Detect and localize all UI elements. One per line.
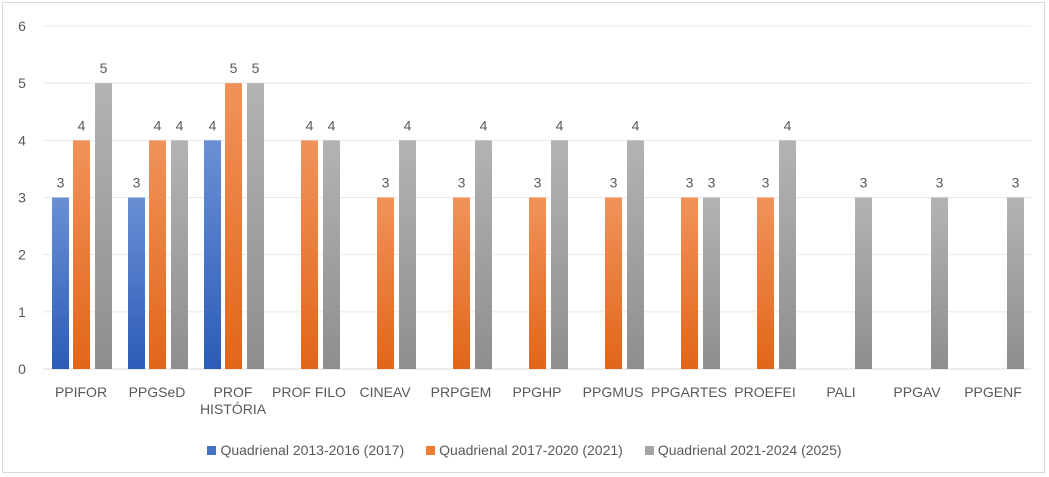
data-label: 3 — [610, 175, 618, 191]
bar — [855, 197, 872, 369]
data-label: 4 — [306, 117, 314, 133]
bar — [95, 83, 112, 370]
data-label: 3 — [762, 175, 770, 191]
legend-label: Quadrienal 2013-2016 (2017) — [220, 442, 405, 458]
y-tick-label: 0 — [18, 361, 26, 377]
data-label: 4 — [480, 117, 488, 133]
x-tick-label: PPGMUS — [583, 384, 644, 400]
bar — [551, 140, 568, 369]
legend-swatch — [207, 445, 217, 455]
legend-swatch — [644, 445, 654, 455]
bar — [703, 197, 720, 369]
bar — [247, 83, 264, 370]
legend-label: Quadrienal 2021-2024 (2025) — [657, 442, 842, 458]
bar — [757, 197, 774, 369]
y-tick-label: 3 — [18, 190, 26, 206]
bar — [128, 197, 145, 369]
bar — [377, 197, 394, 369]
data-label: 3 — [534, 175, 542, 191]
data-label: 3 — [133, 175, 141, 191]
bar — [171, 140, 188, 369]
bar — [931, 197, 948, 369]
x-tick-label: PROEFEI — [734, 384, 795, 400]
data-label: 3 — [936, 175, 944, 191]
legend: Quadrienal 2013-2016 (2017) Quadrienal 20… — [0, 442, 1049, 458]
x-tick-label: PPGAV — [893, 384, 941, 400]
legend-item: Quadrienal 2013-2016 (2017) — [207, 442, 404, 458]
data-label: 3 — [1012, 175, 1020, 191]
data-label: 4 — [176, 117, 184, 133]
legend-label: Quadrienal 2017-2020 (2021) — [439, 442, 623, 458]
data-label: 4 — [556, 117, 564, 133]
bar — [475, 140, 492, 369]
x-tick-label: PROF HISTÓRIA — [200, 384, 267, 417]
x-tick-label: CINEAV — [359, 384, 411, 400]
bar — [605, 197, 622, 369]
data-label: 3 — [686, 175, 694, 191]
bar — [399, 140, 416, 369]
data-label: 4 — [328, 117, 336, 133]
data-label: 4 — [404, 117, 412, 133]
y-tick-label: 2 — [18, 247, 26, 263]
y-tick-label: 6 — [18, 18, 26, 34]
data-label: 3 — [708, 175, 716, 191]
data-label: 4 — [78, 117, 86, 133]
x-tick-label: PPIFOR — [55, 384, 107, 400]
data-label: 4 — [632, 117, 640, 133]
data-label: 3 — [458, 175, 466, 191]
data-label: 3 — [57, 175, 65, 191]
data-label: 5 — [252, 60, 260, 76]
bar — [225, 83, 242, 370]
x-tick-label: PRPGEM — [431, 384, 492, 400]
bar — [73, 140, 90, 369]
bar — [529, 197, 546, 369]
data-label: 3 — [382, 175, 390, 191]
y-tick-label: 4 — [18, 132, 26, 148]
x-tick-label: PROF FILO — [272, 384, 346, 400]
bar — [627, 140, 644, 369]
bar — [204, 140, 221, 369]
bar — [52, 197, 69, 369]
bar — [301, 140, 318, 369]
data-label: 3 — [860, 175, 868, 191]
x-tick-label: PPGSeD — [129, 384, 186, 400]
x-tick-label: PPGHP — [512, 384, 561, 400]
y-tick-label: 1 — [18, 304, 26, 320]
data-label: 5 — [230, 60, 238, 76]
bar — [681, 197, 698, 369]
data-label: 4 — [154, 117, 162, 133]
bar — [323, 140, 340, 369]
data-label: 4 — [784, 117, 792, 133]
bar — [149, 140, 166, 369]
data-label: 5 — [100, 60, 108, 76]
legend-item: Quadrienal 2017-2020 (2021) — [426, 442, 623, 458]
x-tick-label: PPGARTES — [651, 384, 727, 400]
x-tick-label: PPGENF — [964, 384, 1022, 400]
bar — [1007, 197, 1024, 369]
data-label: 4 — [209, 117, 217, 133]
bar — [779, 140, 796, 369]
bar — [453, 197, 470, 369]
legend-item: Quadrienal 2021-2024 (2025) — [644, 442, 842, 458]
legend-swatch — [426, 445, 436, 455]
x-tick-label: PALI — [826, 384, 855, 400]
y-tick-label: 5 — [18, 75, 26, 91]
